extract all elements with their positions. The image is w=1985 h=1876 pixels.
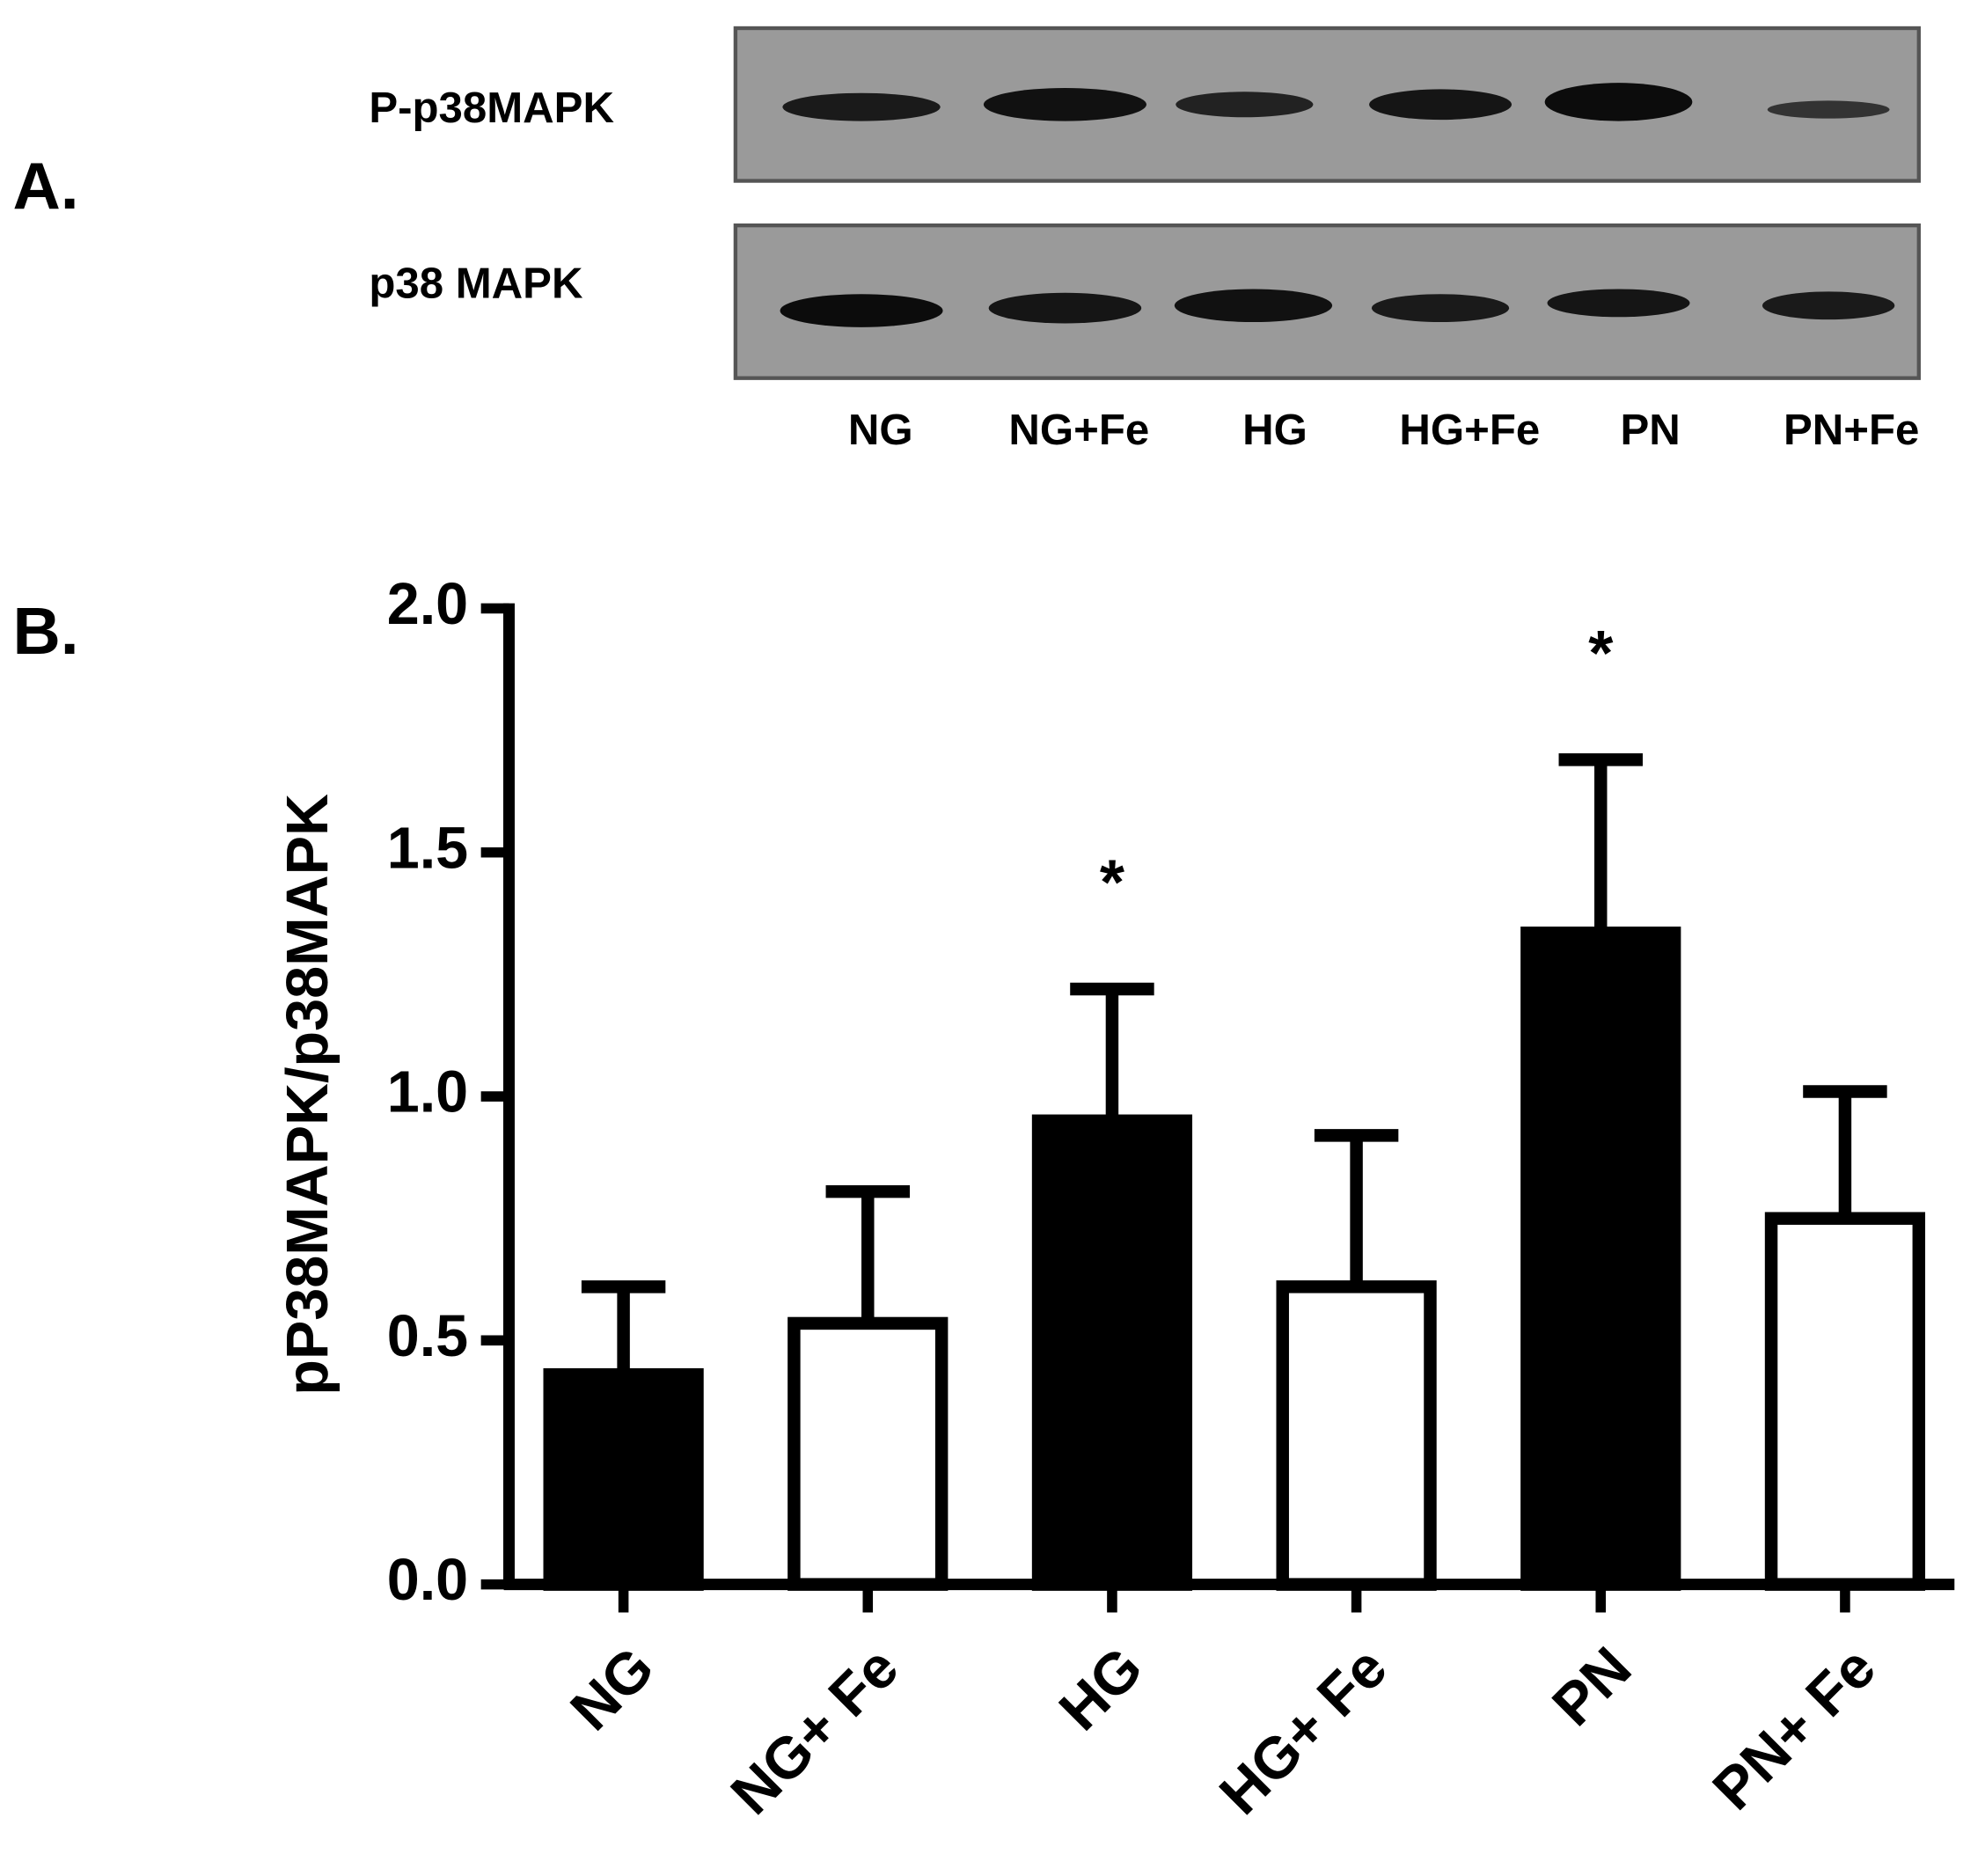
plot: 0.0 0.5 1.0 1.5 2.0 NG NG+ Fe * HG HG+ Fe * PN PN+ F… — [387, 572, 1955, 1827]
bar — [1764, 1212, 1926, 1591]
panel-label: A. — [12, 149, 78, 223]
bar — [1031, 1114, 1193, 1591]
blot-row-label: P-p38MAPK — [369, 84, 614, 132]
lane-label: PN — [1621, 406, 1681, 454]
lane-label: HG — [1242, 406, 1307, 454]
x-tick-label: HG — [1047, 1635, 1155, 1743]
y-tick-label: 2.0 — [387, 572, 468, 637]
bar — [1276, 1280, 1437, 1591]
bar — [543, 1367, 704, 1591]
y-tick-label: 0.0 — [387, 1548, 468, 1613]
x-tick-label: PN — [1541, 1635, 1644, 1739]
y-tick-label: 0.5 — [387, 1304, 468, 1369]
bar — [787, 1316, 949, 1591]
blot — [733, 26, 1921, 380]
y-tick-label: 1.5 — [387, 816, 468, 881]
x-tick-label: HG+ Fe — [1207, 1635, 1399, 1827]
significance-marker: * — [1588, 619, 1614, 689]
bar — [1520, 927, 1681, 1591]
lane-label: NG+Fe — [1008, 406, 1149, 454]
y-axis-label: pP38MAPK/p38MAPK — [275, 794, 341, 1396]
significance-marker: * — [1100, 847, 1125, 918]
x-tick-label: NG+ Fe — [719, 1635, 911, 1827]
y-tick-label: 1.0 — [387, 1060, 468, 1125]
lane-label: HG+Fe — [1399, 406, 1540, 454]
x-tick-label: NG — [559, 1635, 667, 1743]
lane-label: NG — [848, 406, 913, 454]
panel-label: B. — [12, 594, 78, 668]
x-tick-label: PN+ Fe — [1701, 1635, 1888, 1822]
blot-row-label: p38 MAPK — [369, 260, 583, 308]
lane-label: PN+Fe — [1784, 406, 1919, 454]
